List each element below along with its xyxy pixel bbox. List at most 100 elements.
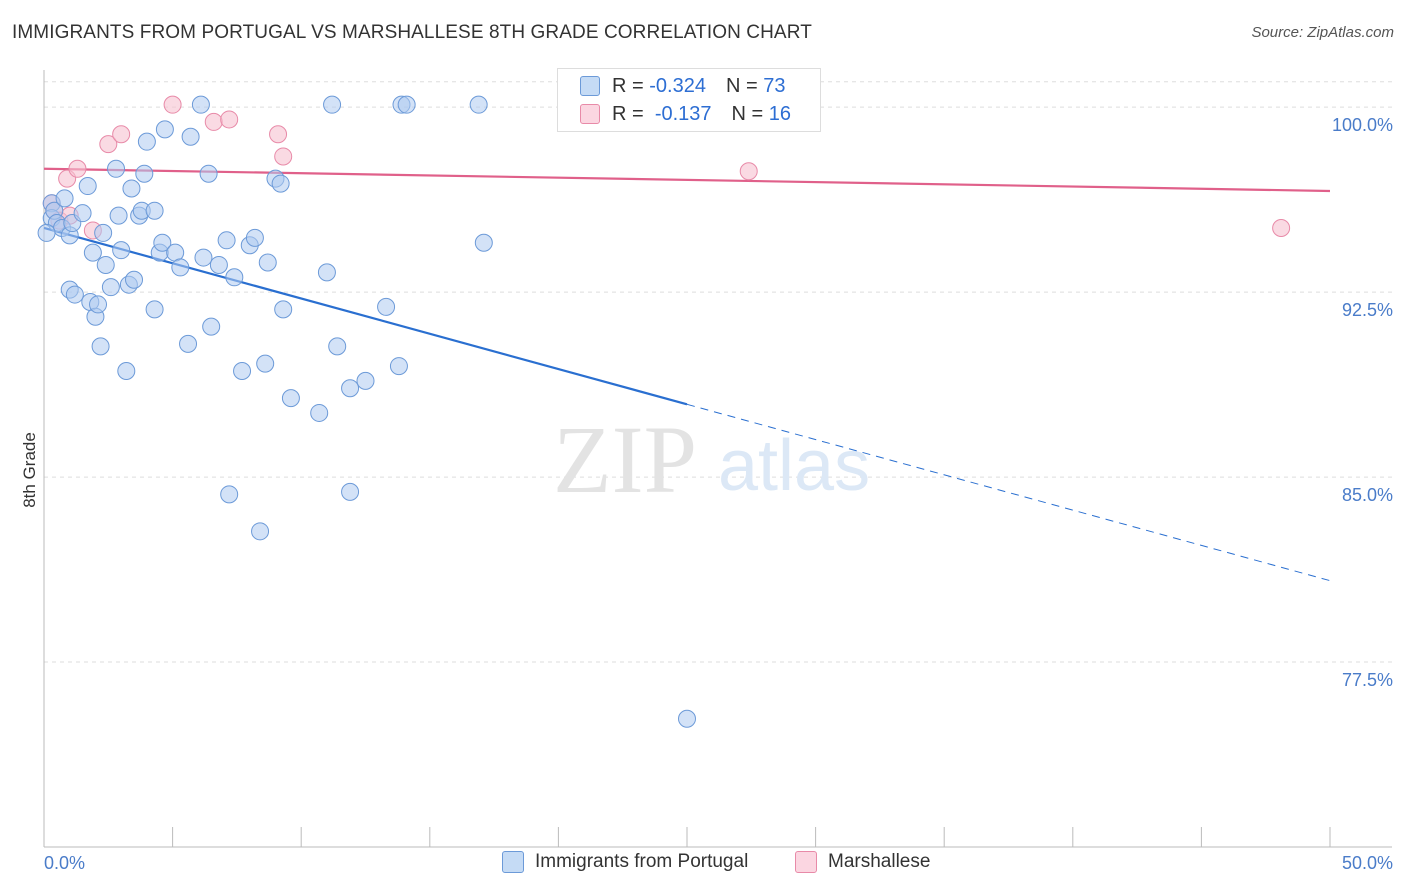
n-label: N =: [725, 74, 758, 97]
data-point-portugal: [469, 95, 488, 114]
data-point-portugal: [78, 177, 97, 196]
data-point-marshallese: [269, 125, 288, 144]
data-point-portugal: [341, 379, 360, 398]
data-point-portugal: [202, 317, 221, 336]
trend-lines: [43, 167, 1331, 582]
data-point-portugal: [274, 300, 293, 319]
data-point-marshallese: [739, 162, 758, 181]
data-point-portugal: [209, 255, 228, 274]
data-point-portugal: [341, 482, 360, 501]
n-label: N =: [731, 102, 764, 125]
y-tick-label: 92.5%: [1342, 300, 1393, 320]
data-point-portugal: [89, 295, 108, 314]
data-point-portugal: [145, 201, 164, 220]
data-point-marshallese: [99, 135, 118, 154]
chart-title: IMMIGRANTS FROM PORTUGAL VS MARSHALLESE …: [12, 22, 812, 43]
watermark-zip: ZIP: [553, 406, 697, 513]
stats-row-marshallese: R = -0.137 N = 16: [580, 101, 791, 127]
data-point-portugal: [258, 253, 277, 272]
data-point-marshallese: [274, 147, 293, 166]
data-point-portugal: [135, 164, 154, 183]
y-tick-label: 85.0%: [1342, 485, 1393, 505]
data-point-portugal: [397, 95, 416, 114]
legend-item-portugal[interactable]: Immigrants from Portugal: [502, 851, 748, 873]
data-point-portugal: [117, 362, 136, 381]
y-tick-label: 100.0%: [1332, 115, 1393, 135]
x-tick-label: 50.0%: [1342, 853, 1393, 873]
data-point-portugal: [474, 233, 493, 252]
r-label: R =: [612, 102, 644, 125]
legend-item-marshallese[interactable]: Marshallese: [795, 851, 930, 873]
data-point-portugal: [37, 223, 56, 242]
stats-row-portugal: R = -0.324 N = 73: [580, 73, 785, 99]
source-label: Source: ZipAtlas.com: [1251, 24, 1394, 41]
data-point-portugal: [145, 300, 164, 319]
data-point-portugal: [155, 120, 174, 139]
watermark-atlas: atlas: [718, 426, 870, 506]
legend-label: Immigrants from Portugal: [535, 851, 749, 872]
data-point-portugal: [199, 164, 218, 183]
y-axis-label: 8th Grade: [20, 432, 39, 508]
legend-swatch-blue: [580, 76, 600, 96]
data-point-portugal: [83, 243, 102, 262]
data-point-portugal: [328, 337, 347, 356]
data-point-portugal: [109, 206, 128, 225]
data-point-portugal: [251, 522, 270, 541]
data-point-marshallese: [1272, 218, 1291, 237]
x-tick-label: 0.0%: [44, 853, 85, 873]
y-tick-labels: 100.0% 92.5% 85.0% 77.5%: [1332, 115, 1393, 690]
data-point-portugal: [281, 389, 300, 408]
r-value: -0.324: [649, 74, 706, 97]
data-point-portugal: [101, 278, 120, 297]
legend-label: Marshallese: [828, 851, 931, 872]
data-point-marshallese: [112, 125, 131, 144]
data-point-marshallese: [68, 159, 87, 178]
data-point-portugal: [94, 223, 113, 242]
x-tick-labels: 0.0% 50.0%: [44, 853, 1393, 873]
data-point-portugal: [194, 248, 213, 267]
data-point-portugal: [181, 127, 200, 146]
data-point-marshallese: [163, 95, 182, 114]
data-point-portugal: [389, 357, 408, 376]
r-value: -0.137: [654, 102, 712, 125]
data-point-portugal: [245, 228, 264, 247]
data-point-portugal: [256, 354, 275, 373]
data-point-portugal: [96, 255, 115, 274]
trend-line-marshallese: [43, 167, 1331, 193]
y-tick-label: 77.5%: [1342, 670, 1393, 690]
data-point-portugal: [125, 270, 144, 289]
data-point-portugal: [65, 285, 84, 304]
data-point-portugal: [107, 159, 126, 178]
watermark: ZIP atlas: [553, 406, 870, 513]
r-label: R =: [612, 74, 644, 97]
data-point-portugal: [220, 485, 239, 504]
legend-swatch-pink: [580, 104, 600, 124]
data-point-portugal: [153, 233, 172, 252]
data-point-portugal: [310, 403, 329, 422]
data-point-portugal: [233, 362, 252, 381]
data-point-portugal: [271, 174, 290, 193]
data-point-marshallese: [220, 110, 239, 129]
data-point-portugal: [317, 263, 336, 282]
stats-legend: R = -0.324 N = 73 R = -0.137 N = 16: [557, 68, 821, 132]
data-point-portugal: [191, 95, 210, 114]
data-point-portugal: [112, 241, 131, 260]
data-point-portugal: [137, 132, 156, 151]
data-point-portugal: [73, 204, 92, 223]
legend-swatch-blue: [502, 851, 524, 873]
legend-swatch-pink: [795, 851, 817, 873]
data-point-portugal: [225, 268, 244, 287]
points-blue: [37, 95, 696, 728]
data-point-portugal: [377, 297, 396, 316]
data-point-portugal: [55, 189, 74, 208]
data-point-portugal: [91, 337, 110, 356]
data-point-portugal: [122, 179, 141, 198]
n-value: 73: [763, 74, 786, 97]
data-point-portugal: [217, 231, 236, 250]
data-point-portugal: [356, 371, 375, 390]
data-point-portugal: [179, 334, 198, 353]
n-value: 16: [768, 102, 792, 125]
data-point-portugal: [323, 95, 342, 114]
data-point-portugal: [171, 258, 190, 277]
